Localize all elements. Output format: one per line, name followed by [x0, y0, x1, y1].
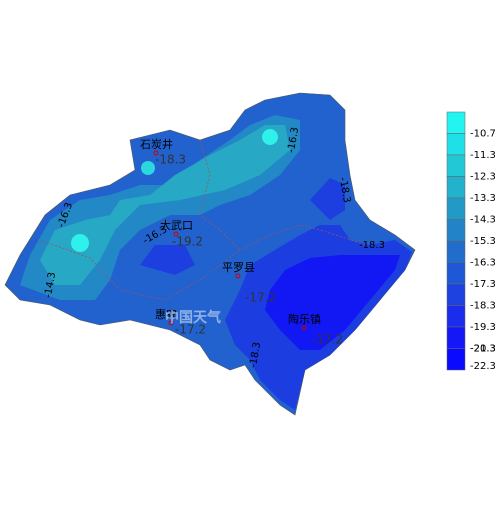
warm-spot [262, 129, 278, 145]
legend-label: -10.7 [470, 129, 496, 140]
watermark: 中国天气 [165, 309, 221, 326]
legend-label: -15.3 [470, 236, 496, 247]
station-value: -17.2 [312, 333, 343, 347]
legend-swatch [446, 176, 466, 199]
watermark: 中国天气 [345, 375, 393, 390]
legend-swatch [446, 240, 466, 263]
station-value: -19.2 [172, 235, 203, 249]
station-name: 惠农 [155, 307, 177, 321]
station-name: 陶乐镇 [288, 312, 321, 326]
watermark: 中国天气 [400, 451, 456, 468]
warm-spot [71, 234, 89, 252]
contour-label: -18.3 [248, 341, 263, 368]
station-dot [173, 231, 179, 237]
legend-label: -11.3 [470, 150, 496, 161]
station-value: -18.3 [155, 153, 186, 167]
station-value: -17.2 [175, 323, 206, 337]
legend-swatch [446, 326, 466, 349]
cold-zone [310, 178, 345, 220]
legend-label: -22.3 [470, 361, 496, 372]
station-dot [168, 320, 174, 326]
legend-swatch [446, 305, 466, 328]
legend-swatch [446, 197, 466, 220]
legend-label: -14.3 [470, 215, 496, 226]
legend-label: -20.3 [470, 344, 496, 355]
legend-swatch [446, 133, 466, 156]
contour-label: -18.3 [337, 176, 352, 203]
legend-label: -18.3 [470, 301, 496, 312]
legend-swatch [446, 219, 466, 242]
border [39, 224, 366, 301]
cold-zone [265, 255, 400, 350]
legend-label: -12.3 [470, 172, 496, 183]
station-name: 平罗县 [222, 261, 255, 274]
station-value: -17.2 [245, 291, 276, 305]
station-dot [235, 273, 241, 279]
cold-zone [140, 245, 195, 275]
border [199, 139, 241, 251]
contour-label: -18.3 [359, 240, 385, 251]
legend-label: -13.3 [470, 193, 496, 204]
legend-swatch [446, 154, 466, 177]
legend-label: -21.3 [470, 344, 496, 355]
station-name: 大武口 [160, 218, 193, 232]
legend-swatch [446, 348, 466, 371]
station-name: 石炭井 [140, 137, 173, 151]
legend-swatch [446, 111, 466, 134]
legend-swatch [446, 262, 466, 285]
contour-label: -16.3 [286, 126, 301, 153]
station-dot [301, 325, 307, 331]
legend-swatch [446, 283, 466, 306]
legend-label: -16.3 [470, 258, 496, 269]
contour-label: -14.3 [43, 271, 58, 298]
legend-label: -17.3 [470, 279, 496, 290]
station-dot [153, 150, 159, 156]
legend-label: -19.3 [470, 322, 496, 333]
warm-spot [141, 161, 155, 175]
warm-zone [40, 125, 290, 285]
